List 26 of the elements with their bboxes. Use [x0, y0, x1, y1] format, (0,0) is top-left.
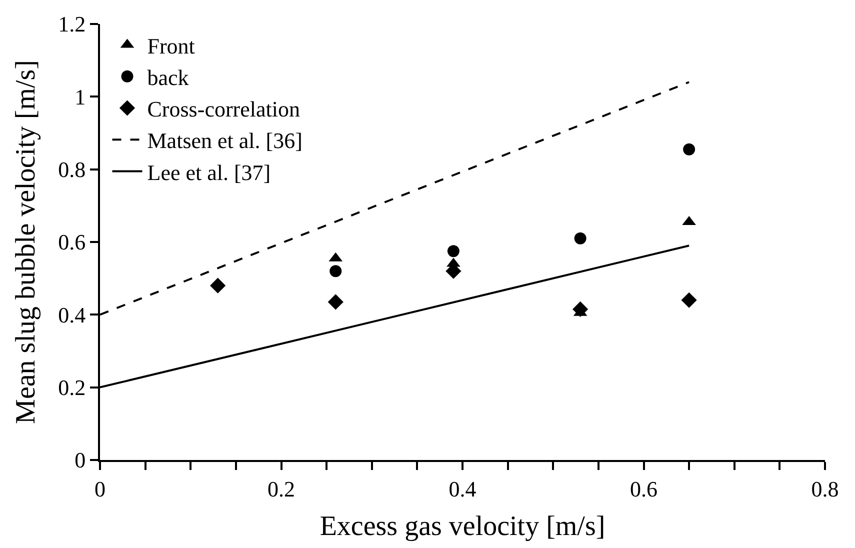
y-tick-label: 1.2 [58, 12, 86, 37]
y-tick-label: 0.4 [58, 302, 86, 328]
legend-label: Matsen et al. [36] [147, 128, 302, 154]
legend-label: back [147, 64, 189, 90]
legend-label: Cross-correlation [147, 96, 300, 122]
y-tick-label: 0 [74, 448, 86, 473]
x-tick-label: 0.2 [268, 476, 295, 502]
point [447, 245, 460, 258]
y-axis-title: Mean slug bubble velocity [m/s] [10, 60, 42, 424]
x-tick-label: 0 [94, 476, 106, 502]
legend-label: Lee et al. [37] [147, 160, 271, 185]
point [681, 292, 697, 308]
x-tick-label: 0.4 [448, 476, 476, 502]
y-tick-label: 0.6 [58, 230, 86, 255]
y-tick-label: 0.2 [58, 375, 86, 400]
point [330, 265, 342, 278]
point [328, 294, 344, 310]
point [210, 278, 226, 294]
x-tick-label: 0.8 [811, 476, 839, 502]
legend-label: Front [147, 33, 195, 58]
point [683, 143, 696, 156]
x-tick-label: 0.6 [630, 476, 658, 502]
point [574, 232, 586, 244]
y-tick-label: 0.8 [58, 157, 86, 182]
x-axis-title: Excess gas velocity [m/s] [320, 511, 606, 542]
y-tick-label: 1 [74, 84, 86, 110]
